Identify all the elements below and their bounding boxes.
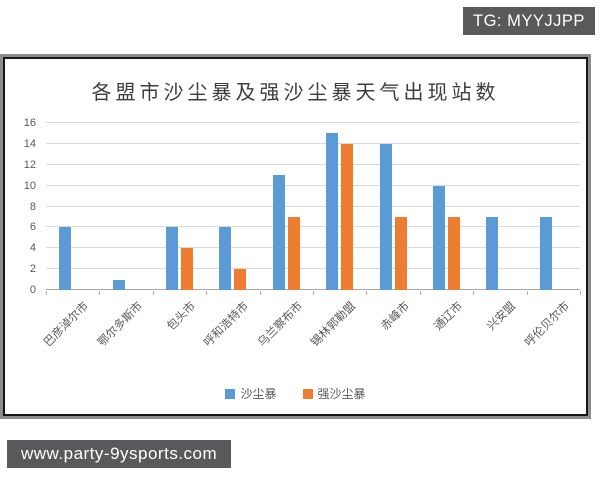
bar-shachenbao [433,185,445,290]
legend-label: 强沙尘暴 [317,387,366,401]
x-tick [419,291,421,295]
bar-shachenbao [219,227,232,290]
bar-qiang-shachenbao [181,248,193,290]
gridline [46,163,580,165]
x-axis-label: 兴安盟 [485,300,519,334]
x-tick [99,291,101,295]
x-tick [152,291,154,295]
x-axis-label: 包头市 [165,300,199,334]
chart-frame: 各盟市沙尘暴及强沙尘暴天气出现站数 0 2 4 6 8 10 12 14 16 巴彦淖尔市 鄂尔多… [3,57,588,416]
bar-shachenbao [539,216,552,290]
gridline [46,184,580,186]
x-tick [473,291,475,295]
bar-qiang-shachenbao [394,216,407,290]
legend-label: 沙尘暴 [240,387,277,401]
bar-qiang-shachenbao [287,216,300,290]
x-axis-label: 通辽市 [432,300,466,334]
bar-shachenbao [166,227,178,290]
legend-swatch-icon [302,388,313,399]
y-axis: 0 2 4 6 8 10 12 14 16 [5,117,41,296]
y-tick-label: 0 [29,284,36,296]
tg-badge: TG: MYYJJPP [463,7,595,35]
x-axis-label: 赤峰市 [378,300,412,334]
x-tick [526,291,528,295]
y-tick-label: 14 [23,137,36,150]
x-axis-label: 巴彦淖尔市 [42,300,92,350]
plot-area [46,122,580,290]
y-tick-label: 4 [29,242,36,255]
bar-shachenbao [272,175,285,290]
bar-qiang-shachenbao [448,216,460,290]
bar-shachenbao [112,279,125,290]
bar-shachenbao [59,227,72,290]
y-tick-label: 16 [23,117,36,129]
website-watermark: www.party-9ysports.com [7,440,232,468]
legend-item: 沙尘暴 [225,385,277,402]
gridline [46,268,580,270]
x-ticks [46,290,581,295]
y-tick-label: 8 [29,200,36,213]
y-tick-label: 10 [23,179,36,192]
bar-qiang-shachenbao [234,269,247,290]
x-axis-line [46,289,580,290]
bar-qiang-shachenbao [341,143,354,290]
legend: 沙尘暴 强沙尘暴 [5,385,586,402]
x-tick [259,291,261,295]
x-axis-label: 锡林郭勒盟 [309,300,359,350]
x-labels: 巴彦淖尔市 鄂尔多斯市 包头市 呼和浩特市 乌兰察布市 锡林郭勒盟 赤峰市 通辽市 兴安盟 呼伦贝… [42,298,580,384]
x-tick [206,291,208,295]
bar-shachenbao [379,143,392,290]
x-tick [313,291,314,295]
gridline [46,142,580,144]
gridline [46,247,580,249]
x-axis-label: 鄂尔多斯市 [95,300,145,350]
bar-shachenbao [486,216,499,290]
gridline [46,122,580,123]
chart-title: 各盟市沙尘暴及强沙尘暴天气出现站数 [91,82,500,104]
legend-swatch-icon [225,388,236,399]
x-axis-label: 呼和浩特市 [202,300,252,350]
y-tick-label: 6 [29,221,36,234]
x-axis-label: 呼伦贝尔市 [522,300,572,350]
x-tick [366,291,368,295]
x-tick [580,291,581,295]
gridline [46,205,580,207]
x-tick [46,291,47,295]
x-axis-label: 乌兰察布市 [255,300,305,350]
gridline [46,226,580,228]
bar-shachenbao [326,133,339,290]
legend-item: 强沙尘暴 [302,385,366,402]
y-tick-label: 12 [23,158,36,171]
y-tick-label: 2 [29,263,36,276]
